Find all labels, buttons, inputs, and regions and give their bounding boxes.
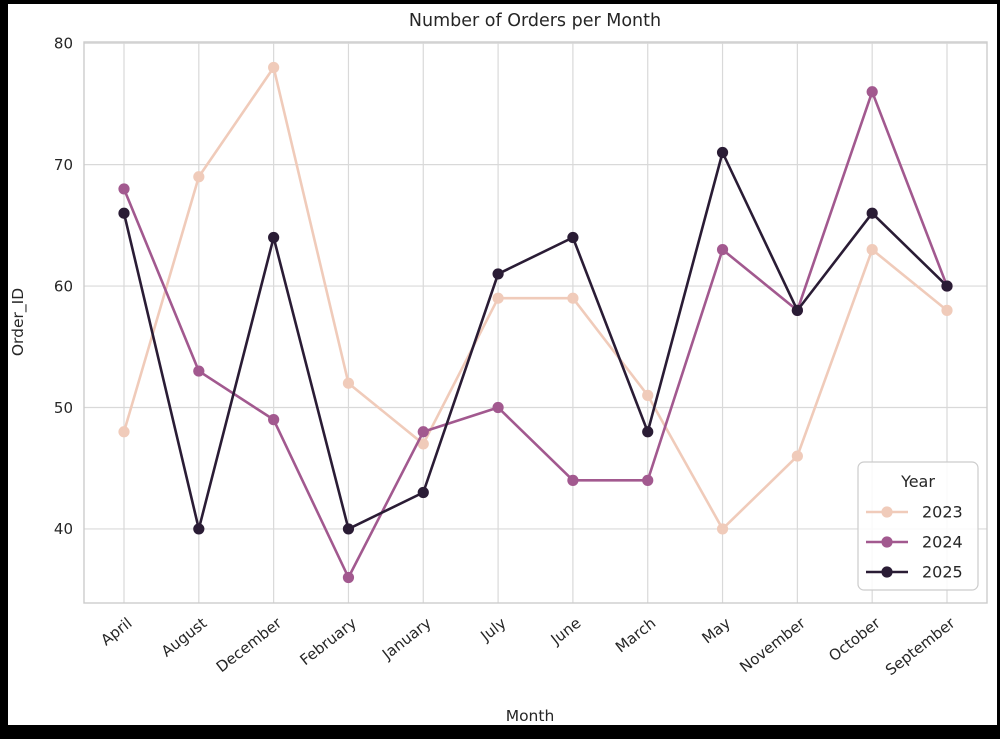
series-line-2025	[122, 151, 948, 531]
data-point-2024-January	[417, 426, 429, 438]
series-line-2023	[122, 66, 948, 531]
data-point-2025-April	[118, 207, 130, 219]
data-point-2024-March	[642, 474, 654, 486]
legend-title: Year	[900, 472, 935, 491]
data-point-2025-July	[492, 268, 504, 280]
data-point-2023-October	[866, 244, 878, 256]
y-tick-label: 40	[54, 520, 73, 538]
figure-background	[8, 4, 997, 725]
data-point-2023-March	[642, 389, 654, 401]
data-point-2025-January	[417, 486, 429, 499]
plot-grid	[84, 42, 987, 603]
y-tick-label: 60	[54, 277, 73, 295]
data-point-2024-August	[193, 365, 205, 377]
data-point-2025-December	[268, 231, 280, 244]
data-point-2025-March	[642, 426, 654, 438]
data-point-2023-August	[193, 171, 205, 183]
series-line-2024	[122, 90, 949, 579]
legend-label-2023: 2023	[922, 503, 963, 522]
data-point-2025-February	[342, 523, 355, 535]
data-point-2025-August	[193, 523, 205, 535]
data-point-2024-October	[866, 86, 878, 98]
data-point-2023-January	[417, 438, 429, 450]
data-point-2024-February	[342, 571, 355, 584]
data-point-2024-May	[716, 244, 729, 256]
data-point-2025-June	[567, 231, 579, 244]
legend-box	[857, 461, 979, 591]
data-point-2024-December	[268, 414, 280, 426]
data-point-2023-July	[492, 292, 504, 304]
plot-series	[118, 61, 953, 584]
data-point-2023-February	[342, 377, 355, 389]
data-point-2024-April	[118, 183, 130, 195]
legend-label-2024: 2024	[922, 533, 963, 552]
legend-marker-2024	[881, 536, 893, 548]
data-point-2024-June	[567, 474, 579, 486]
x-axis-label: Month	[506, 707, 555, 725]
legend-marker-2023	[881, 506, 893, 518]
y-tick-label: 70	[54, 156, 73, 174]
data-point-2023-May	[716, 523, 729, 535]
legend-marker-2025	[881, 566, 893, 578]
data-point-2023-September	[941, 304, 953, 316]
data-point-2023-December	[268, 61, 280, 74]
data-point-2023-April	[118, 426, 130, 438]
y-axis-label: Order_ID	[9, 288, 28, 356]
data-point-2025-September	[941, 280, 953, 292]
y-tick-label: 80	[54, 34, 73, 52]
data-point-2025-May	[716, 146, 729, 159]
y-tick-label: 50	[54, 399, 73, 417]
data-point-2023-June	[567, 292, 579, 304]
chart-title: Number of Orders per Month	[409, 11, 661, 31]
legend: Year 2023 2024 2025	[857, 461, 979, 591]
data-point-2025-October	[866, 207, 878, 219]
axes-spines	[83, 41, 988, 604]
plot-border	[83, 41, 988, 604]
data-point-2024-July	[492, 401, 504, 414]
data-point-2023-November	[791, 450, 803, 462]
legend-label-2025: 2025	[922, 563, 963, 582]
data-point-2025-November	[791, 304, 803, 316]
